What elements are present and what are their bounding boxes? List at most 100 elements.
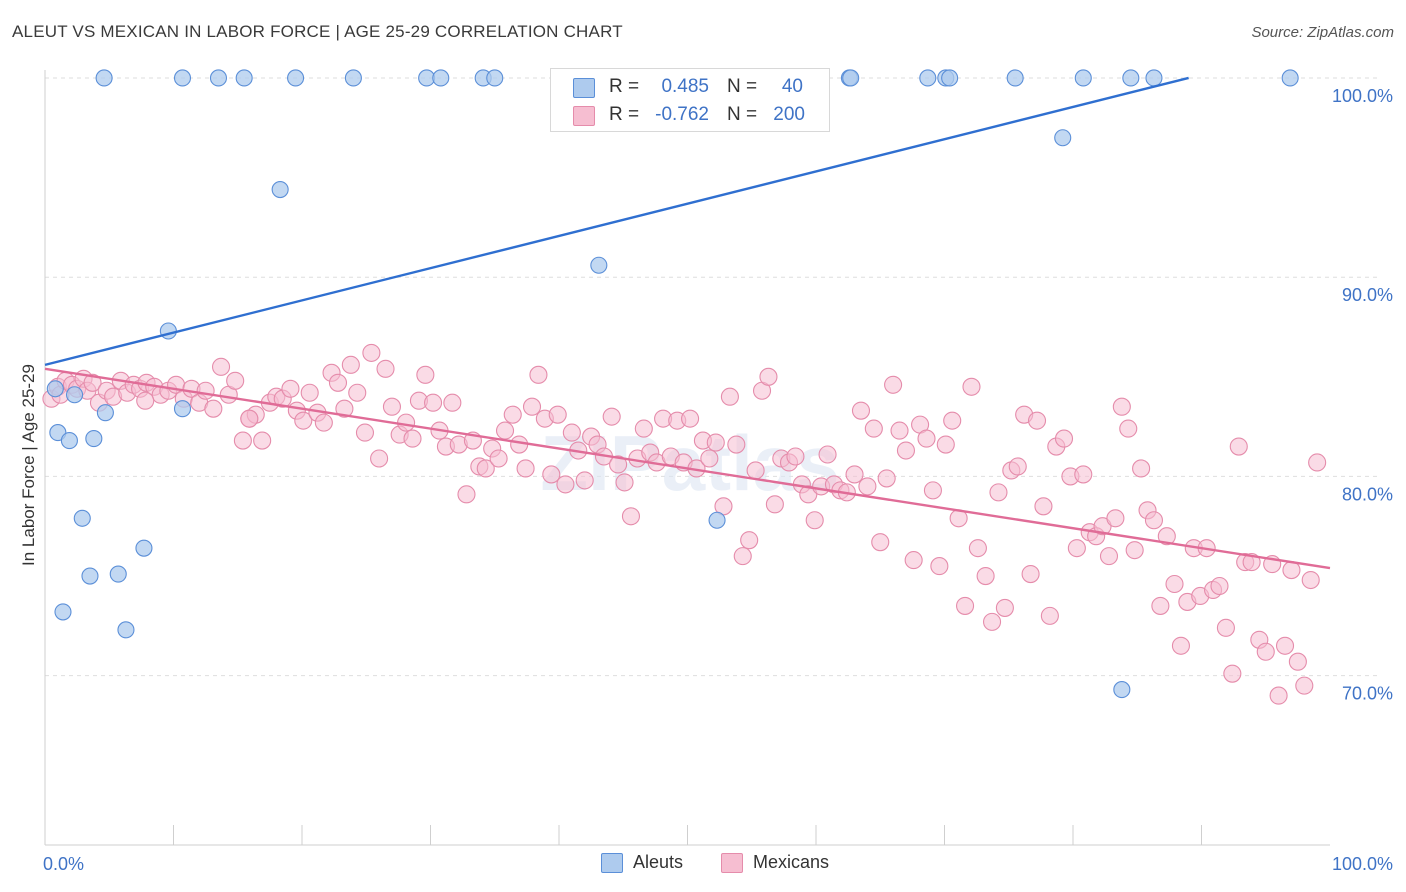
mexicans-point [1125, 541, 1144, 560]
legend-label-mexicans: Mexicans [753, 852, 830, 872]
mexicans-point [890, 421, 909, 440]
mexicans-point [851, 401, 871, 420]
mexicans-point [281, 379, 300, 398]
aleuts-point [842, 69, 860, 87]
mexicans-point [1021, 564, 1040, 584]
aleuts-point [73, 509, 91, 527]
mexicans-point [621, 507, 641, 526]
aleuts-point [941, 69, 959, 87]
mexicans-point [1112, 397, 1131, 416]
aleuts-point [96, 404, 114, 422]
mexicans-point [720, 387, 739, 406]
mexicans-point [510, 435, 529, 454]
series-legend: Aleuts Mexicans [0, 852, 1406, 878]
mexicans-point [382, 397, 402, 416]
mexicans-point [1151, 596, 1170, 615]
mexicans-point [1256, 642, 1275, 661]
mexicans-point [1074, 465, 1093, 484]
aleuts-point [432, 69, 450, 87]
mexicans-point [443, 393, 462, 412]
mexicans-point [1301, 570, 1320, 590]
mexicans-point [240, 409, 259, 428]
mexicans-point [740, 531, 759, 550]
mexicans-point [211, 357, 231, 376]
tick-labels: 70.0% 80.0% 90.0% 100.0% 0.0% 100.0% [43, 86, 1393, 874]
aleuts-point [159, 322, 177, 340]
mexicans-trend-line [44, 367, 1331, 570]
mexicans-point [1229, 437, 1248, 456]
aleuts-point [1054, 129, 1072, 147]
mexicans-point [542, 465, 561, 484]
mexicans-point [864, 419, 883, 438]
mexicans-point [495, 421, 515, 440]
mexicans-point [956, 596, 975, 615]
aleuts-point [117, 621, 135, 639]
aleuts-trend-line [44, 76, 1189, 367]
mexicans-points [42, 343, 1327, 705]
mexicans-r-value: -0.762 [655, 104, 709, 125]
mexicans-point [936, 435, 955, 454]
mexicans-point [328, 373, 348, 392]
aleuts-r-value: 0.485 [661, 76, 709, 97]
aleuts-point [344, 69, 362, 87]
mexicans-point [923, 481, 942, 500]
mexicans-point [556, 475, 575, 494]
y-tick-label: 100.0% [1332, 86, 1393, 106]
aleuts-point [287, 69, 305, 87]
aleuts-point [60, 432, 78, 450]
mexicans-point [376, 359, 395, 378]
mexicans-point [233, 431, 252, 450]
legend-label-aleuts: Aleuts [633, 852, 684, 872]
mexicans-point [476, 459, 495, 478]
mexicans-point [1099, 547, 1119, 566]
aleuts-point [708, 511, 726, 529]
n-label: N = [727, 104, 758, 125]
aleuts-point [173, 400, 192, 418]
mexicans-point [1216, 618, 1235, 637]
mexicans-point [489, 449, 508, 468]
mexicans-point [355, 423, 375, 442]
aleuts-point [135, 539, 153, 557]
mexicans-point [968, 539, 987, 558]
mexicans-point [1132, 459, 1151, 478]
mexicans-point [529, 365, 548, 384]
mexicans-point [575, 471, 594, 490]
mexicans-point [1288, 652, 1307, 671]
mexicans-point [727, 435, 746, 454]
mexicans-point [522, 397, 542, 416]
mexicans-point [962, 377, 981, 396]
mexicans-point [416, 365, 435, 384]
mexicans-point [943, 411, 962, 430]
mexicans-point [602, 407, 621, 426]
aleuts-points [46, 69, 1299, 699]
mexicans-point [700, 449, 719, 468]
mexicans-point [83, 373, 102, 392]
mexicans-point [786, 447, 805, 466]
mexicans-point [314, 413, 333, 432]
mexicans-point [681, 409, 700, 428]
mexicans-point [503, 405, 522, 424]
mexicans-point [615, 473, 634, 492]
aleuts-swatch [601, 853, 623, 873]
aleuts-point [1006, 69, 1024, 87]
aleuts-point [486, 69, 504, 87]
mexicans-point [1106, 509, 1125, 528]
aleuts-point [209, 69, 228, 87]
mexicans-point [397, 413, 416, 432]
mexicans-point [548, 405, 567, 424]
mexicans-point [226, 371, 245, 390]
mexicans-point [634, 419, 653, 438]
y-axis-label: In Labor Force | Age 25-29 [19, 364, 38, 566]
stats-legend: R = 0.485 N = 40 R = -0.762 N = 200 [550, 68, 830, 132]
aleuts-point [1074, 69, 1092, 87]
mexicans-point [403, 429, 422, 448]
mexicans-point [1295, 676, 1314, 695]
aleuts-swatch [573, 78, 595, 98]
mexicans-point [759, 367, 778, 386]
mexicans-point [1157, 527, 1176, 546]
mexicans-point [896, 441, 916, 460]
mexicans-point [1054, 429, 1074, 448]
mexicans-point [516, 459, 535, 478]
aleuts-point [81, 567, 99, 585]
